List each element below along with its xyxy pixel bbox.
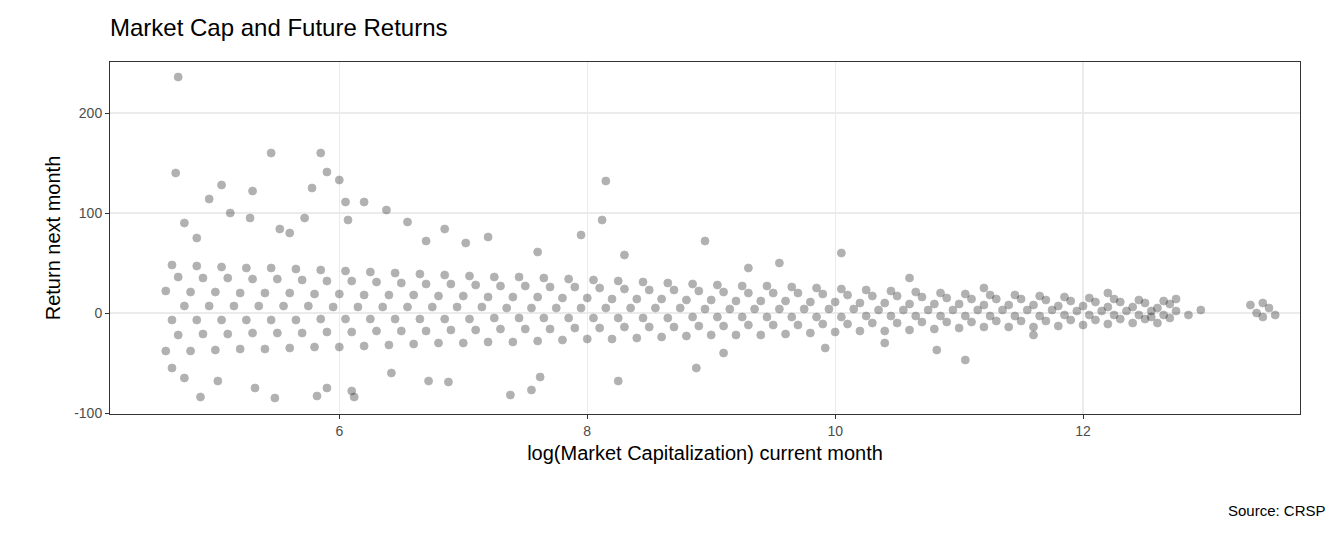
- svg-text:100: 100: [79, 205, 103, 221]
- svg-text:-100: -100: [74, 405, 102, 421]
- svg-text:12: 12: [1075, 423, 1091, 439]
- svg-text:10: 10: [827, 423, 843, 439]
- svg-text:6: 6: [335, 423, 343, 439]
- svg-text:0: 0: [94, 305, 102, 321]
- svg-text:200: 200: [79, 105, 103, 121]
- svg-text:Return next month: Return next month: [42, 156, 64, 321]
- svg-text:Source: CRSP: Source: CRSP: [1228, 502, 1326, 519]
- svg-text:Market Cap and Future Returns: Market Cap and Future Returns: [110, 14, 448, 41]
- svg-text:8: 8: [583, 423, 591, 439]
- svg-text:log(Market Capitalization) cur: log(Market Capitalization) current month: [527, 442, 883, 464]
